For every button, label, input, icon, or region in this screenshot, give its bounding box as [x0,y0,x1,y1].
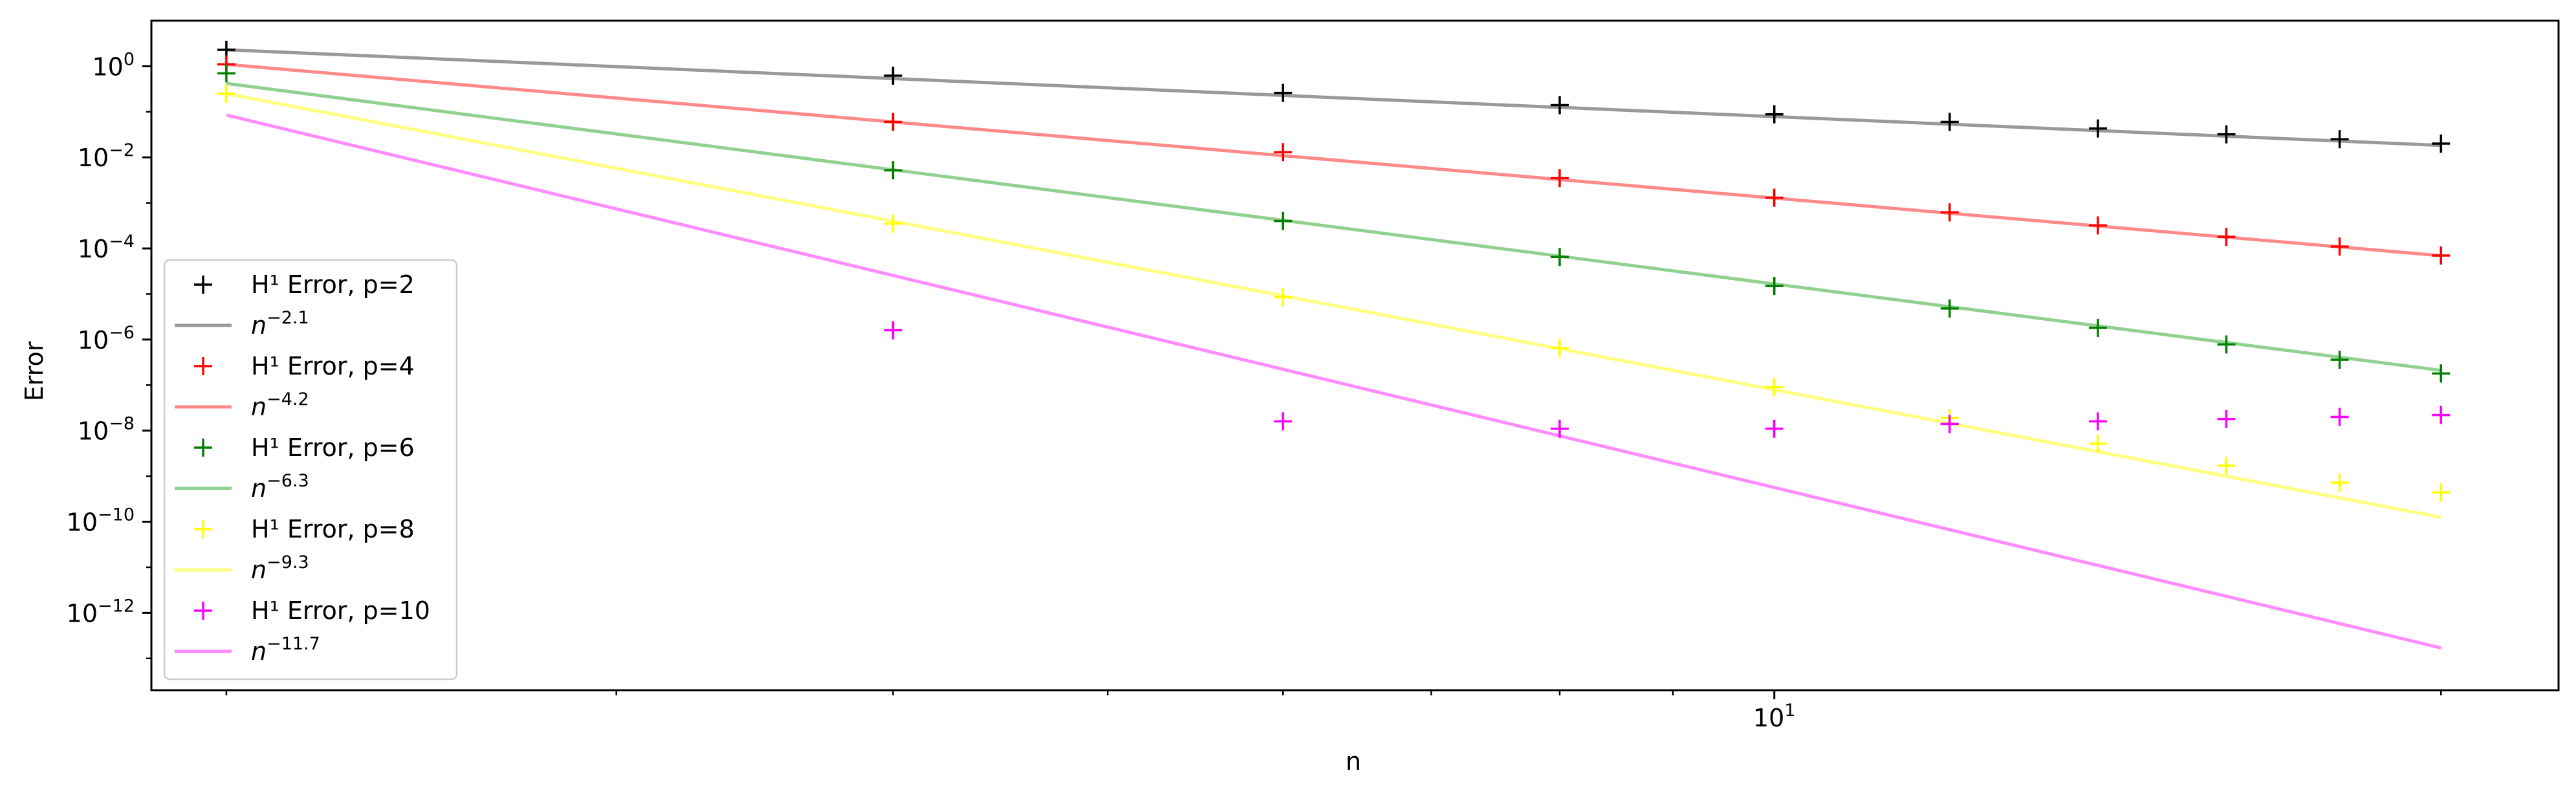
y-axis-label: Error [20,341,49,401]
legend-entry: n−4.2 [175,389,309,421]
x-tick-label: 101 [1753,701,1796,732]
data-point-series-6 [884,214,902,233]
data-point-series-6 [1550,339,1569,358]
data-point-series-6 [2089,434,2108,453]
data-point-series-0 [1274,83,1293,102]
data-point-series-0 [2330,130,2349,149]
y-tick-label: 10−8 [78,414,135,446]
fit-line-5 [226,82,2441,373]
data-point-series-4 [1274,212,1293,230]
legend-entry: H¹ Error, p=6 [194,433,415,462]
data-point-series-6 [2330,474,2349,492]
data-point-series-4 [1765,277,1784,296]
data-point-series-0 [1550,96,1569,114]
fit-line-1 [226,48,2441,147]
legend-entry: n−2.1 [175,308,309,340]
data-point-series-6 [1765,378,1784,397]
data-point-series-4 [1550,248,1569,267]
legend-box [163,259,458,681]
legend-entry: H¹ Error, p=2 [194,270,415,299]
data-point-series-8 [1940,415,1959,433]
fit-line-7 [226,92,2441,519]
data-point-series-0 [1765,105,1784,124]
y-tick-label: 10−12 [67,596,135,627]
data-point-series-0 [884,67,902,85]
data-point-series-8 [2089,412,2108,431]
data-point-series-2 [1765,188,1784,207]
data-point-series-4 [884,161,902,180]
plot-frame [150,19,2560,692]
data-point-series-6 [1274,288,1293,307]
data-point-series-6 [217,84,235,103]
legend-label: H¹ Error, p=4 [251,352,415,380]
legend-entry: H¹ Error, p=4 [194,352,415,380]
legend-entry: n−11.7 [175,634,320,666]
data-point-series-8 [2217,409,2236,428]
data-point-series-2 [2217,228,2236,246]
data-point-series-4 [217,64,235,83]
fit-line-3 [226,63,2441,257]
legend-label: H¹ Error, p=8 [251,515,415,543]
legend-label: H¹ Error, p=6 [251,433,415,462]
x-axis-label: n [1346,747,1361,776]
data-point-series-4 [2089,318,2108,337]
data-point-series-2 [1940,203,1959,222]
data-point-series-2 [884,113,902,131]
legend: H¹ Error, p=2 n−2.1 H¹ Error, p=4 n−4.2 H¹ E… [163,259,458,681]
fit-line-9 [226,113,2441,650]
data-point-series-0 [2089,119,2108,138]
data-point-series-0 [2217,125,2236,144]
legend-entry: n−6.3 [175,471,309,503]
data-point-series-2 [2089,216,2108,235]
y-tick-label: 10−4 [78,232,135,263]
legend-entry: n−9.3 [175,552,309,584]
data-point-series-4 [2217,335,2236,354]
legend-entry: H¹ Error, p=8 [194,515,415,543]
data-point-series-8 [884,321,902,340]
legend-label: H¹ Error, p=2 [251,270,415,299]
data-point-series-8 [1550,419,1569,438]
legend-label: n−2.1 [251,308,309,340]
plot-area [217,40,2450,650]
data-point-series-8 [1274,412,1293,431]
data-point-series-4 [2432,364,2450,383]
data-point-series-0 [2432,135,2450,153]
legend-entry: H¹ Error, p=10 [194,596,430,625]
data-point-series-2 [2432,246,2450,265]
y-tick-label: 10−2 [78,140,135,172]
data-point-series-6 [2432,483,2450,502]
legend-label: n−4.2 [251,389,309,421]
legend-label: n−6.3 [251,471,309,503]
data-point-series-2 [1274,143,1293,162]
data-point-series-2 [1550,169,1569,188]
y-tick-label: 100 [92,49,135,81]
legend-label: n−9.3 [251,552,309,584]
y-tick-label: 10−10 [67,505,135,537]
data-point-series-8 [2330,408,2349,426]
data-point-series-4 [1940,299,1959,318]
series-group [217,40,2450,650]
data-point-series-0 [1940,113,1959,131]
data-point-series-6 [2217,456,2236,475]
legend-label: n−11.7 [251,634,320,666]
data-point-series-8 [2432,406,2450,424]
legend-label: H¹ Error, p=10 [251,596,430,625]
axes: 100 10−2 10−4 10−6 10−8 10−10 10−12 101 [67,19,2560,732]
data-point-series-8 [1765,419,1784,438]
data-point-series-2 [2330,237,2349,256]
data-point-series-4 [2330,351,2349,369]
y-tick-label: 10−6 [78,323,135,354]
